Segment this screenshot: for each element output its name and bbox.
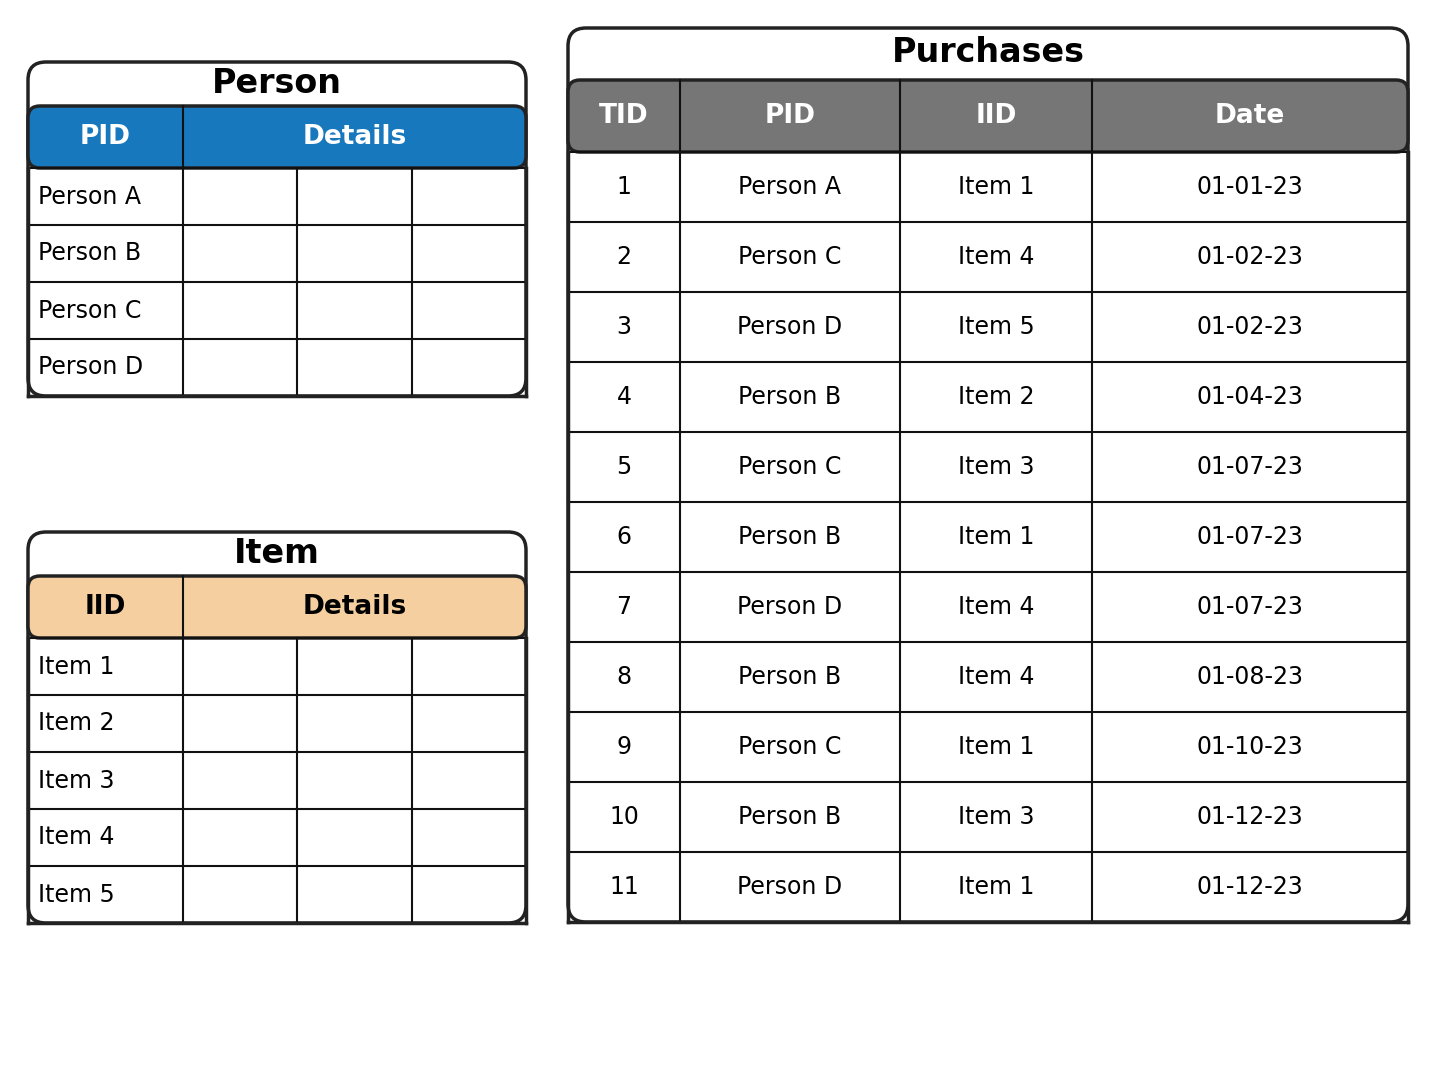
Text: 01-07-23: 01-07-23 [1197, 595, 1303, 619]
Text: IID: IID [976, 103, 1017, 129]
Text: Person C: Person C [739, 455, 842, 479]
FancyBboxPatch shape [568, 28, 1408, 922]
Text: Item 1: Item 1 [958, 525, 1035, 549]
Text: Item 1: Item 1 [958, 735, 1035, 759]
Text: 4: 4 [616, 385, 631, 409]
FancyBboxPatch shape [27, 533, 526, 923]
Text: Person D: Person D [737, 315, 842, 338]
Text: Details: Details [302, 124, 407, 150]
Text: 01-12-23: 01-12-23 [1197, 805, 1303, 829]
Text: Item 1: Item 1 [958, 875, 1035, 899]
Text: Item 5: Item 5 [957, 315, 1035, 338]
Text: 01-08-23: 01-08-23 [1197, 665, 1303, 689]
Text: 6: 6 [616, 525, 631, 549]
Text: TID: TID [599, 103, 650, 129]
Text: 01-01-23: 01-01-23 [1197, 175, 1303, 199]
Text: 01-07-23: 01-07-23 [1197, 455, 1303, 479]
Text: PID: PID [80, 124, 131, 150]
Text: Item 4: Item 4 [957, 245, 1035, 270]
Text: PID: PID [764, 103, 816, 129]
Text: Person B: Person B [739, 385, 842, 409]
Text: 01-04-23: 01-04-23 [1197, 385, 1303, 409]
Text: Item 4: Item 4 [957, 595, 1035, 619]
Text: Item 1: Item 1 [37, 654, 115, 678]
Text: 01-02-23: 01-02-23 [1197, 315, 1303, 338]
Text: Item 2: Item 2 [37, 711, 115, 735]
Text: 01-07-23: 01-07-23 [1197, 525, 1303, 549]
Text: Item: Item [234, 537, 320, 569]
Text: 1: 1 [616, 175, 631, 199]
Text: Person B: Person B [739, 665, 842, 689]
FancyBboxPatch shape [27, 106, 526, 168]
FancyBboxPatch shape [27, 63, 526, 396]
Text: Person: Person [213, 67, 342, 99]
Text: Person B: Person B [739, 525, 842, 549]
Text: IID: IID [85, 594, 126, 620]
Text: 11: 11 [609, 875, 639, 899]
FancyBboxPatch shape [568, 80, 1408, 152]
Text: Person D: Person D [737, 595, 842, 619]
Text: 8: 8 [616, 665, 632, 689]
Text: 01-12-23: 01-12-23 [1197, 875, 1303, 899]
Text: Item 5: Item 5 [37, 883, 115, 907]
Text: Person A: Person A [37, 184, 141, 208]
Text: 5: 5 [616, 455, 632, 479]
Text: Person D: Person D [37, 356, 144, 379]
Text: Item 3: Item 3 [37, 769, 115, 792]
Text: Person C: Person C [37, 299, 141, 322]
Text: Item 2: Item 2 [957, 385, 1035, 409]
Text: 10: 10 [609, 805, 639, 829]
Text: Person C: Person C [739, 735, 842, 759]
FancyBboxPatch shape [27, 576, 526, 638]
Text: Item 3: Item 3 [957, 455, 1035, 479]
Text: 7: 7 [616, 595, 631, 619]
Text: 3: 3 [616, 315, 631, 338]
Text: Item 1: Item 1 [958, 175, 1035, 199]
Text: 2: 2 [616, 245, 631, 270]
Text: Person B: Person B [739, 805, 842, 829]
Text: Purchases: Purchases [891, 37, 1085, 69]
Text: Item 3: Item 3 [957, 805, 1035, 829]
Text: Person D: Person D [737, 875, 842, 899]
Text: Person A: Person A [739, 175, 842, 199]
Text: Date: Date [1214, 103, 1285, 129]
Text: Person C: Person C [739, 245, 842, 270]
Text: Person B: Person B [37, 241, 141, 265]
Text: 01-10-23: 01-10-23 [1197, 735, 1303, 759]
Text: Item 4: Item 4 [957, 665, 1035, 689]
Text: Item 4: Item 4 [37, 826, 115, 849]
Text: 9: 9 [616, 735, 631, 759]
Text: 01-02-23: 01-02-23 [1197, 245, 1303, 270]
Text: Details: Details [302, 594, 407, 620]
